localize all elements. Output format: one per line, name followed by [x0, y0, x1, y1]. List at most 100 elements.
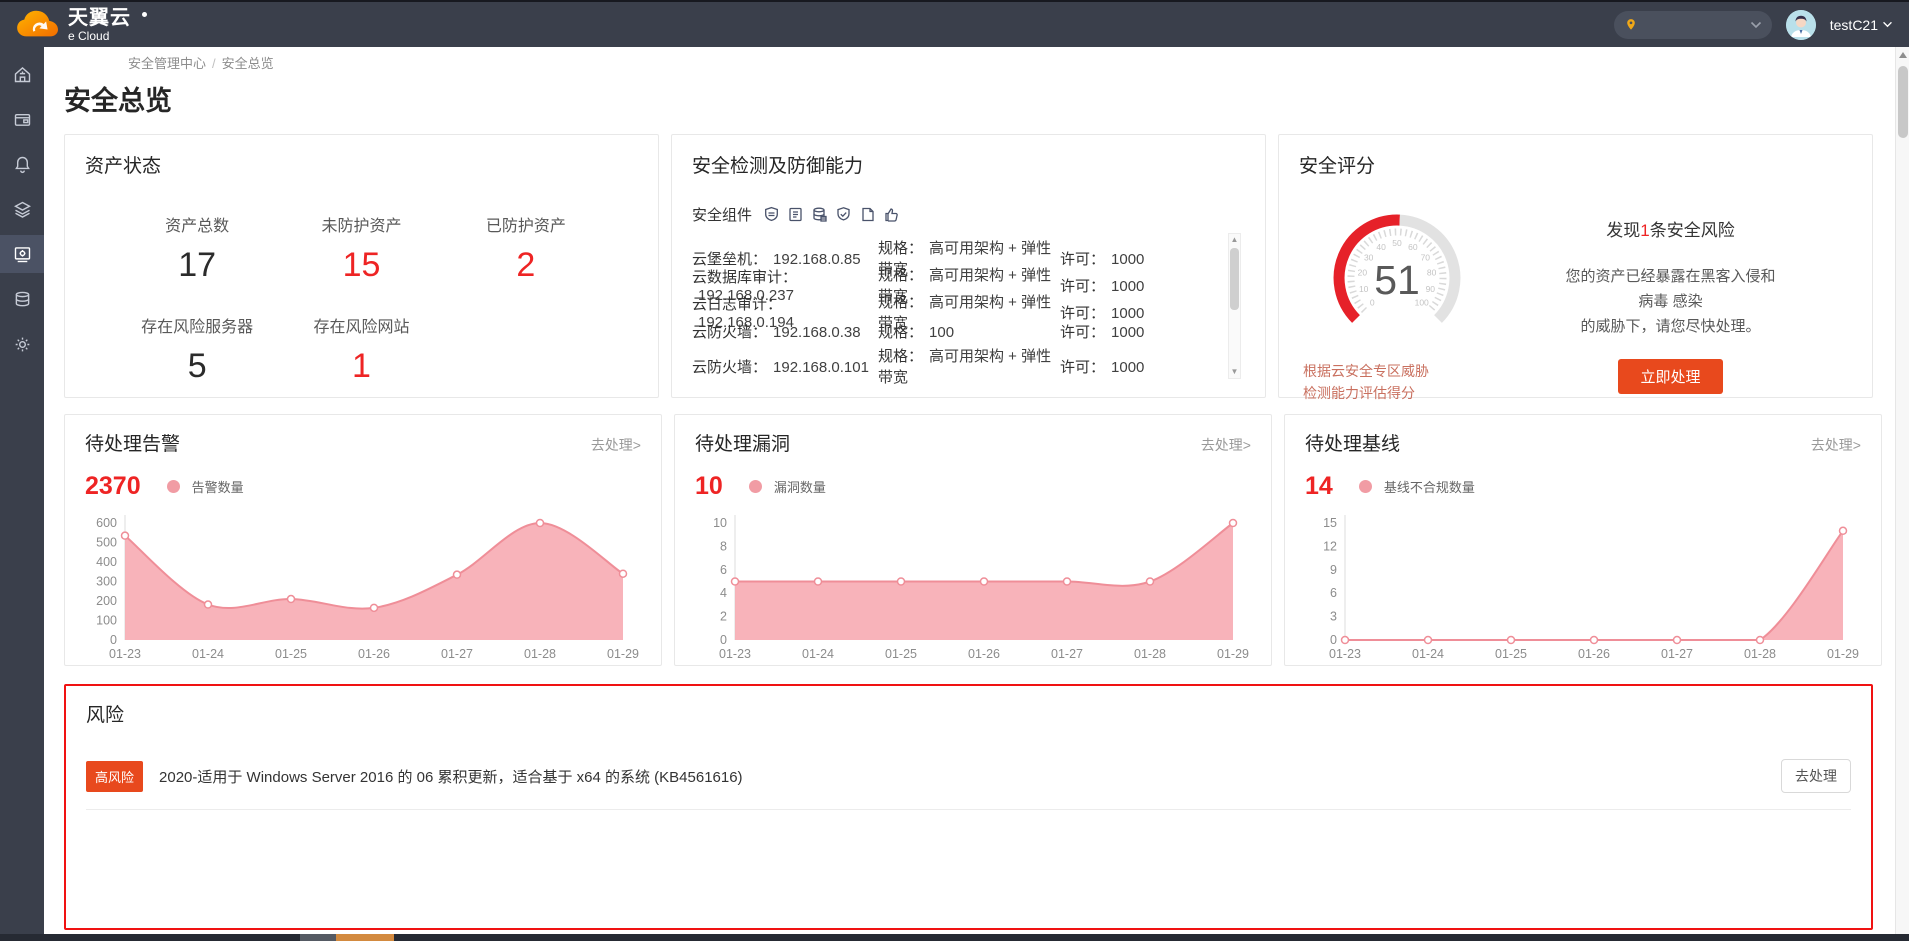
- alerts-legend-label: 告警数量: [191, 480, 244, 495]
- sidebar-item-settings[interactable]: [0, 325, 44, 363]
- svg-text:01-28: 01-28: [1744, 647, 1776, 661]
- database-icon: [15, 291, 29, 306]
- taskbar-strip: [0, 934, 1909, 941]
- svg-text:01-26: 01-26: [1578, 647, 1610, 661]
- svg-text:8: 8: [720, 539, 727, 553]
- component-row: 云日志审计：192.168.0.194 规格： 高可用架构 + 弹性带宽 许可： 1…: [692, 294, 1145, 332]
- risk-row: 高风险 2020-适用于 Windows Server 2016 的 06 累积…: [86, 759, 1851, 810]
- scroll-up-arrow[interactable]: [1898, 52, 1907, 58]
- security-score-card: 安全评分 0 10 20 30 40 50 60 70: [1278, 134, 1873, 401]
- alerts-handle-link[interactable]: 去处理>: [590, 437, 641, 453]
- stat-protected-assets: 已防护资产 2: [485, 218, 566, 284]
- svg-text:01-29: 01-29: [607, 647, 639, 661]
- pending-baseline-card: 待处理基线 去处理> 14 基线不合规数量 0 3 6 9 12 15 01-23 01-24…: [1284, 414, 1882, 666]
- page-title: 安全总览: [64, 86, 172, 116]
- svg-text:01-23: 01-23: [109, 647, 141, 661]
- sidebar-item-home[interactable]: [0, 55, 44, 93]
- breadcrumb: 安全管理中心 / 安全总览: [128, 53, 1873, 71]
- brand-name-cn: 天翼云: [68, 6, 131, 29]
- svg-text:600: 600: [96, 516, 117, 530]
- baseline-handle-link[interactable]: 去处理>: [1810, 437, 1861, 453]
- chevron-down-icon: [1750, 21, 1761, 28]
- audit-list-icon: [789, 207, 802, 222]
- handle-now-button[interactable]: 立即处理: [1618, 359, 1723, 395]
- sidebar-item-database[interactable]: [0, 280, 44, 318]
- asset-card-title: 资产状态: [85, 156, 162, 177]
- svg-text:01-25: 01-25: [275, 647, 307, 661]
- score-note: 根据云安全专区威胁 检测能力评估得分: [1303, 363, 1429, 401]
- brand-dot: [142, 11, 147, 17]
- vulns-handle-link[interactable]: 去处理>: [1200, 437, 1251, 453]
- vulns-area-chart: 0 2 4 6 8 10 01-23 01-24 01-25 01-26 01-27 01-28 01-…: [713, 515, 1249, 661]
- high-risk-badge: 高风险: [86, 760, 144, 792]
- svg-text:12: 12: [1323, 539, 1337, 553]
- sidebar-nav: [0, 47, 44, 934]
- alerts-total: 2370: [85, 472, 141, 500]
- score-card-title: 安全评分: [1299, 156, 1376, 177]
- pending-vulnerabilities-card: 待处理漏洞 去处理> 10 漏洞数量 0 2 4 6 8 10 01-23 01-24 01-2…: [674, 414, 1272, 666]
- svg-text:01-23: 01-23: [1329, 647, 1361, 661]
- sidebar-item-resources[interactable]: [0, 190, 44, 228]
- breadcrumb-item-security-center[interactable]: 安全管理中心: [128, 56, 207, 71]
- component-row: 云堡垒机： 192.168.0.85 规格： 高可用架构 + 弹性带宽 许可： 100…: [692, 240, 1145, 278]
- stat-unprotected-assets: 未防护资产 15: [321, 218, 402, 284]
- svg-text:70: 70: [1421, 252, 1431, 262]
- layers-icon: [13, 201, 31, 218]
- svg-text:01-27: 01-27: [1051, 647, 1083, 661]
- alerts-card-title: 待处理告警: [85, 434, 181, 455]
- sidebar-item-notifications[interactable]: [0, 145, 44, 183]
- svg-text:01-29: 01-29: [1827, 647, 1859, 661]
- brand-name-en: e Cloud: [68, 28, 110, 43]
- score-value: 51: [1374, 257, 1420, 303]
- svg-text:400: 400: [96, 555, 117, 569]
- risk-item-description: 2020-适用于 Windows Server 2016 的 06 累积更新，适…: [159, 768, 743, 786]
- top-bar: 天翼云 e Cloud testC21: [0, 0, 1909, 47]
- svg-text:30: 30: [1364, 252, 1374, 262]
- breadcrumb-item-overview: 安全总览: [221, 56, 274, 71]
- svg-text:01-26: 01-26: [358, 647, 390, 661]
- scroll-up-arrow[interactable]: ▲: [1230, 235, 1239, 244]
- taskbar-segment: [300, 934, 336, 941]
- risk-handle-button[interactable]: 去处理: [1781, 759, 1851, 793]
- stat-total-assets: 资产总数 17: [165, 218, 230, 284]
- page-scrollbar: [1895, 47, 1909, 934]
- sidebar-item-security-center[interactable]: [0, 235, 44, 273]
- username-label: testC21: [1829, 16, 1878, 33]
- svg-text:0: 0: [110, 633, 117, 647]
- legend-dot: [1358, 480, 1372, 493]
- svg-text:01-26: 01-26: [968, 647, 1000, 661]
- svg-text:0: 0: [720, 633, 727, 647]
- svg-text:0: 0: [1370, 298, 1375, 308]
- avatar[interactable]: [1785, 9, 1816, 40]
- sidebar-item-billing[interactable]: [0, 100, 44, 138]
- scrollbar-thumb[interactable]: [1230, 248, 1239, 310]
- database-icon: [813, 207, 827, 222]
- scroll-down-arrow[interactable]: ▼: [1230, 367, 1239, 376]
- svg-text:500: 500: [96, 536, 117, 550]
- baseline-total: 14: [1305, 472, 1333, 500]
- brand-logo[interactable]: 天翼云 e Cloud: [14, 6, 147, 44]
- baseline-area-chart: 0 3 6 9 12 15 01-23 01-24 01-25 01-26 01-27 01-28 01…: [1323, 515, 1859, 661]
- svg-text:15: 15: [1323, 516, 1337, 530]
- baseline-legend-label: 基线不合规数量: [1383, 480, 1475, 495]
- security-components-row: 安全组件: [692, 204, 1245, 225]
- svg-text:01-24: 01-24: [802, 647, 834, 661]
- region-selector-dropdown[interactable]: [1613, 10, 1772, 39]
- vulns-total: 10: [695, 472, 723, 500]
- main-content: 安全管理中心 / 安全总览 安全总览 资产状态 资产总数 17 未防护资产 15 已…: [44, 47, 1895, 931]
- svg-text:01-29: 01-29: [1217, 647, 1249, 661]
- svg-text:100: 100: [96, 614, 117, 628]
- user-menu[interactable]: testC21: [1830, 17, 1893, 33]
- risk-section-title: 风险: [86, 705, 125, 726]
- asset-stats-grid: 资产总数 17 未防护资产 15 已防护资产 2 存在风险服务器 5 存在风险网…: [85, 212, 638, 386]
- location-pin-icon: [1626, 18, 1635, 30]
- cloud-logo-icon: [17, 10, 58, 36]
- svg-text:40: 40: [1376, 242, 1386, 252]
- taskbar-segment-active: [336, 934, 394, 941]
- alerts-area-chart: 0 100 200 300 400 500 600 01-23 01-24 01-25 01-26 0…: [96, 515, 639, 661]
- shield-icon: [765, 206, 778, 222]
- badge-shield-icon: [837, 207, 850, 221]
- scrollbar-thumb[interactable]: [1897, 66, 1908, 138]
- baseline-card-title: 待处理基线: [1305, 434, 1401, 455]
- svg-text:10: 10: [713, 516, 727, 530]
